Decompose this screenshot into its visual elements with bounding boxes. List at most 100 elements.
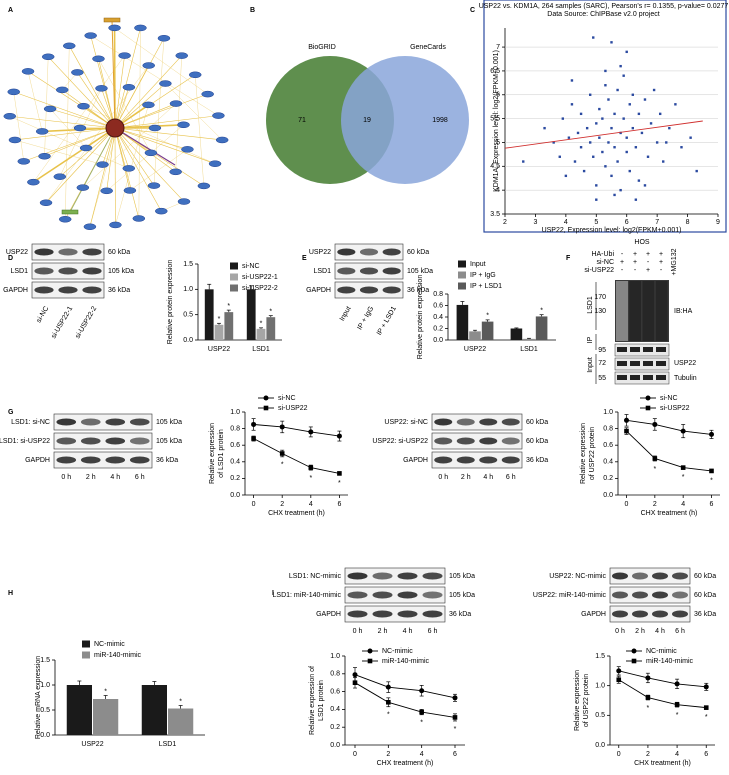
blot-band xyxy=(382,267,401,275)
series-line xyxy=(253,438,340,474)
condition-sign: - xyxy=(621,267,624,274)
network-edge xyxy=(45,127,116,203)
network-edge xyxy=(111,19,116,129)
x-tick-label: 2 xyxy=(503,219,507,226)
point xyxy=(352,672,358,678)
blot-size: 105 kDa xyxy=(449,592,475,599)
legend-swatch xyxy=(230,262,238,270)
network-edge xyxy=(114,27,141,129)
blot-band xyxy=(643,361,653,366)
network-edge xyxy=(114,127,223,141)
x-tick-label: LSD1 xyxy=(520,346,538,353)
point xyxy=(452,715,458,720)
y-tick-label: 0.0 xyxy=(330,742,340,749)
point xyxy=(665,141,668,144)
point xyxy=(607,98,610,101)
condition-sign: + xyxy=(620,259,624,266)
network-node xyxy=(84,32,97,39)
network-node xyxy=(61,209,79,215)
point xyxy=(610,41,613,44)
network-node xyxy=(109,221,122,229)
blot-band xyxy=(632,572,648,580)
point xyxy=(695,169,698,173)
y-axis-label: Relative expression of xyxy=(309,666,316,735)
y-axis-label: Relative expression xyxy=(209,423,216,484)
y-tick-label: 0.5 xyxy=(183,312,193,319)
network-edge xyxy=(114,27,208,95)
x-tick-label: 2 xyxy=(386,751,390,758)
x-tick-label: 3 xyxy=(533,219,537,226)
blot-lane-label: 2 h xyxy=(86,474,96,481)
y-tick-label: 0.2 xyxy=(230,475,240,482)
blot-band xyxy=(630,375,640,380)
network-node xyxy=(103,17,121,23)
network-node xyxy=(142,101,155,109)
point xyxy=(640,131,644,135)
legend-label: miR-140-mimic xyxy=(382,658,430,665)
network-edge xyxy=(114,127,216,164)
point xyxy=(604,84,607,87)
significance-marker: * xyxy=(486,313,489,320)
y-tick-label: 0.0 xyxy=(595,742,605,749)
blot-strip xyxy=(609,605,691,623)
network-node xyxy=(177,121,190,129)
blot-band xyxy=(456,437,475,445)
legend-label: si-USP22-1 xyxy=(242,274,278,281)
network-edge xyxy=(59,88,102,177)
section-label: LSD1 xyxy=(587,296,594,314)
network-hub xyxy=(105,118,125,138)
treatment-label: +MG132 xyxy=(671,248,678,275)
point xyxy=(634,198,638,201)
blot-lane-label: Input xyxy=(339,305,353,322)
bar xyxy=(246,289,256,340)
mw-marker: 72 xyxy=(598,360,606,367)
legend-label: IP + LSD1 xyxy=(470,283,502,290)
network-node xyxy=(43,105,57,113)
blot-strip xyxy=(614,371,670,385)
point xyxy=(624,417,629,423)
y-tick-label: 6.5 xyxy=(490,68,500,75)
venn-set-label: BioGRID xyxy=(308,44,336,51)
bar xyxy=(141,685,167,735)
point xyxy=(703,684,709,690)
network-edge xyxy=(98,58,152,153)
point xyxy=(385,684,391,690)
x-tick-label: 9 xyxy=(716,219,720,226)
network-edge xyxy=(114,93,208,129)
network-edge xyxy=(82,103,177,188)
x-tick-label: 2 xyxy=(280,501,284,508)
blot-strip xyxy=(53,432,153,450)
network-node xyxy=(77,102,90,110)
significance-marker: * xyxy=(540,308,543,315)
blot-band xyxy=(479,456,498,464)
y-axis-label: LSD1 protein xyxy=(318,680,325,721)
blot-band xyxy=(347,591,368,599)
legend-marker xyxy=(631,658,637,664)
blot-size: 36 kDa xyxy=(156,457,178,464)
y-tick-label: 0.6 xyxy=(330,688,340,695)
condition-sign: + xyxy=(646,251,650,258)
network-edge xyxy=(59,127,116,177)
significance-marker: * xyxy=(676,712,679,719)
legend-swatch xyxy=(230,284,238,292)
network-edge xyxy=(114,55,125,129)
y-tick-label: 1.5 xyxy=(183,261,193,268)
blot-row-label: USP22 xyxy=(6,249,28,256)
significance-marker: * xyxy=(309,475,312,482)
point xyxy=(610,174,613,178)
y-tick-label: 0.8 xyxy=(330,671,340,678)
blot-strip xyxy=(431,413,523,431)
blot-band xyxy=(397,591,418,599)
condition-sign: - xyxy=(621,251,624,258)
blot-band xyxy=(397,610,418,618)
bar xyxy=(266,317,276,340)
blot-row-label: LSD1: si-USP22 xyxy=(0,438,50,445)
network-node xyxy=(3,113,17,120)
point xyxy=(308,465,314,470)
network-edge xyxy=(27,71,43,132)
x-tick-label: USP22 xyxy=(81,741,103,748)
x-tick-label: 4 xyxy=(564,219,568,226)
blot-lane-label: si-USP22-2 xyxy=(74,305,98,340)
blot-band xyxy=(501,456,520,464)
blot-lane-label: IP + LSD1 xyxy=(376,305,398,336)
